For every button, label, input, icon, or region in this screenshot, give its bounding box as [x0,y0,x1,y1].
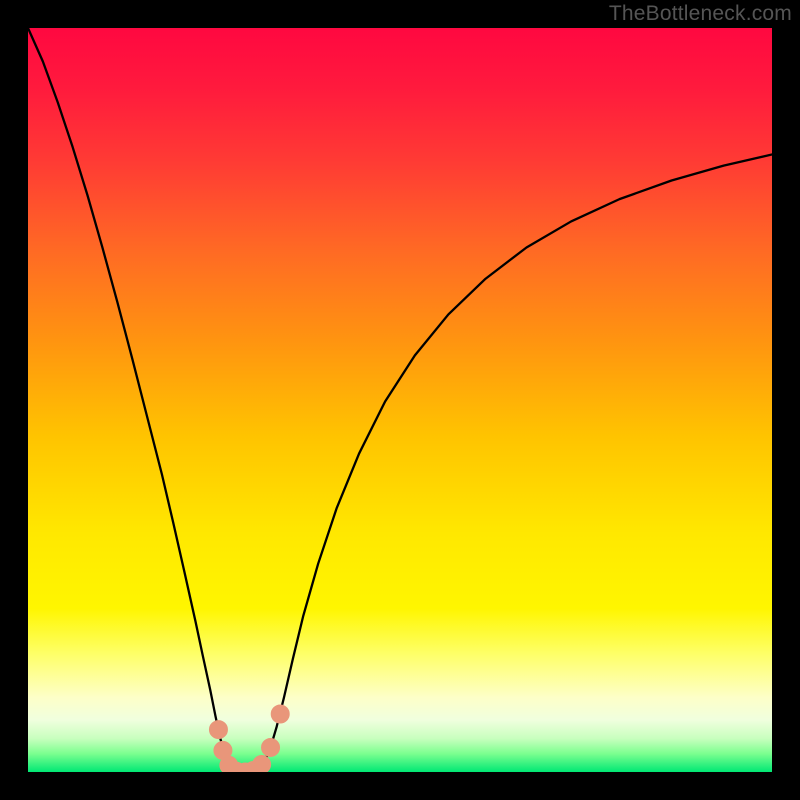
gradient-background [28,28,772,772]
curve-marker [253,756,271,772]
bottleneck-curve-chart [28,28,772,772]
plot-area [28,28,772,772]
curve-marker [271,705,289,723]
curve-marker [262,738,280,756]
watermark-text: TheBottleneck.com [609,2,792,26]
curve-marker [209,721,227,739]
chart-frame: TheBottleneck.com [0,0,800,800]
